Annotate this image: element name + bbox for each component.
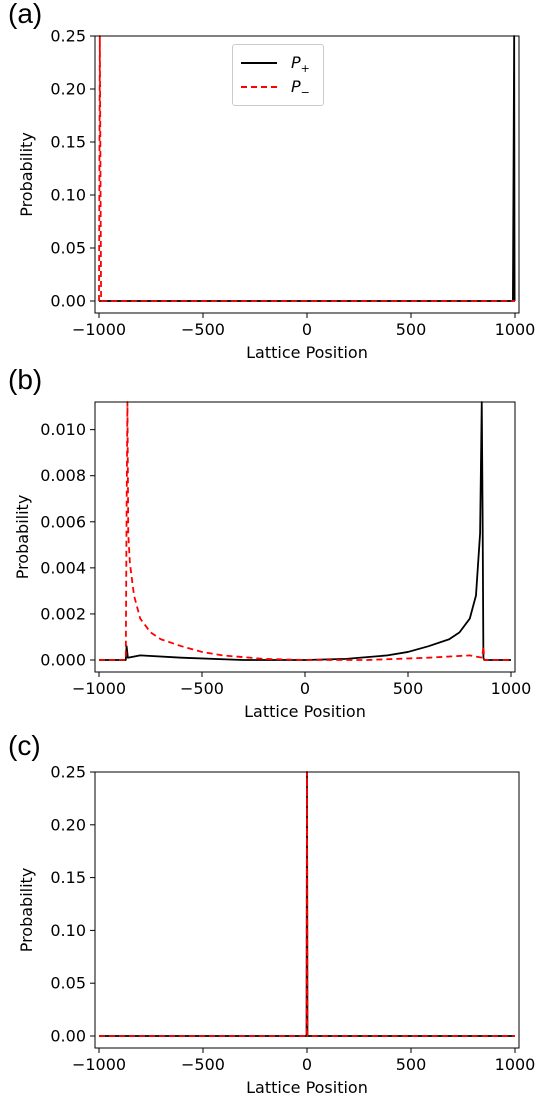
- y-tick-label: 0.15: [50, 868, 86, 887]
- y-tick-label: 0.15: [50, 133, 86, 152]
- x-tick-label: 500: [396, 320, 427, 339]
- y-tick-label: 0.05: [50, 239, 86, 258]
- panel-b: (b) −1000 −500 0 500 1000 0.000 0.002 0.004 0.00…: [0, 364, 540, 732]
- series-line-p-minus: [99, 771, 515, 1037]
- x-tick-label: 500: [393, 679, 424, 698]
- y-tick-label: 0.25: [50, 763, 86, 782]
- y-tick-label: 0.20: [50, 815, 86, 834]
- x-tick-label: 0: [302, 320, 312, 339]
- y-tick-label: 0.10: [50, 186, 86, 205]
- legend-item-p-plus: P+: [241, 53, 321, 76]
- chart-c: −1000 −500 0 500 1000 0.00 0.05 0.10 0.15 0.20 0.2…: [17, 763, 536, 1098]
- panel-label: (c): [8, 730, 41, 761]
- y-axis-label: Probability: [17, 868, 36, 953]
- y-tick-label: 0.20: [50, 80, 86, 99]
- y-tick-label: 0.002: [40, 604, 86, 623]
- y-axis-label: Probability: [13, 495, 32, 580]
- panel-label: (b): [8, 364, 43, 395]
- series-line-p-plus: [99, 401, 511, 661]
- x-tick-label: 1000: [491, 679, 532, 698]
- chart-b: −1000 −500 0 500 1000 0.000 0.002 0.004 0.006 0.0…: [13, 401, 532, 721]
- panel-a: (a) −1000 −500 0 500 1000 0.00 0.05 0.10 0.15 0.2…: [0, 0, 540, 366]
- x-axis-label: Lattice Position: [246, 343, 368, 362]
- panel-label: (a): [8, 0, 43, 29]
- y-tick-label: 0.006: [40, 512, 86, 531]
- x-axis-label: Lattice Position: [246, 1078, 368, 1097]
- x-tick-label: −500: [181, 320, 225, 339]
- x-tick-label: 1000: [495, 1055, 536, 1074]
- legend-label: P−: [291, 77, 310, 100]
- x-tick-label: 0: [300, 679, 310, 698]
- x-tick-label: −500: [181, 1055, 225, 1074]
- x-tick-label: 1000: [495, 320, 536, 339]
- series-line-p-minus: [98, 35, 515, 302]
- x-tick-label: 0: [302, 1055, 312, 1074]
- y-tick-label: 0.05: [50, 974, 86, 993]
- plot-frame: [94, 401, 516, 673]
- y-tick-label: 0.000: [40, 651, 86, 670]
- legend-item-p-minus: P−: [241, 77, 321, 100]
- x-tick-label: −1000: [72, 679, 126, 698]
- x-tick-label: −1000: [72, 1055, 126, 1074]
- panel-c: (c) −1000 −500 0 500 1000 0.00 0.05 0.10 0.15 0.2…: [0, 730, 540, 1098]
- y-tick-label: 0.10: [50, 921, 86, 940]
- x-tick-label: 500: [396, 1055, 427, 1074]
- y-tick-label: 0.004: [40, 558, 86, 577]
- x-tick-label: −500: [180, 679, 224, 698]
- legend: P+ P−: [232, 44, 324, 106]
- chart-a: −1000 −500 0 500 1000 0.00 0.05 0.10 0.15 0.20 0.2…: [17, 27, 536, 363]
- x-axis-label: Lattice Position: [244, 702, 366, 721]
- y-tick-label: 0.010: [40, 420, 86, 439]
- y-axis-label: Probability: [17, 132, 36, 217]
- y-tick-label: 0.25: [50, 27, 86, 46]
- y-tick-label: 0.00: [50, 1027, 86, 1046]
- y-tick-label: 0.008: [40, 466, 86, 485]
- legend-label: P+: [291, 53, 310, 76]
- x-tick-label: −1000: [72, 320, 126, 339]
- y-tick-label: 0.00: [50, 292, 86, 311]
- series-line-p-minus: [99, 401, 511, 661]
